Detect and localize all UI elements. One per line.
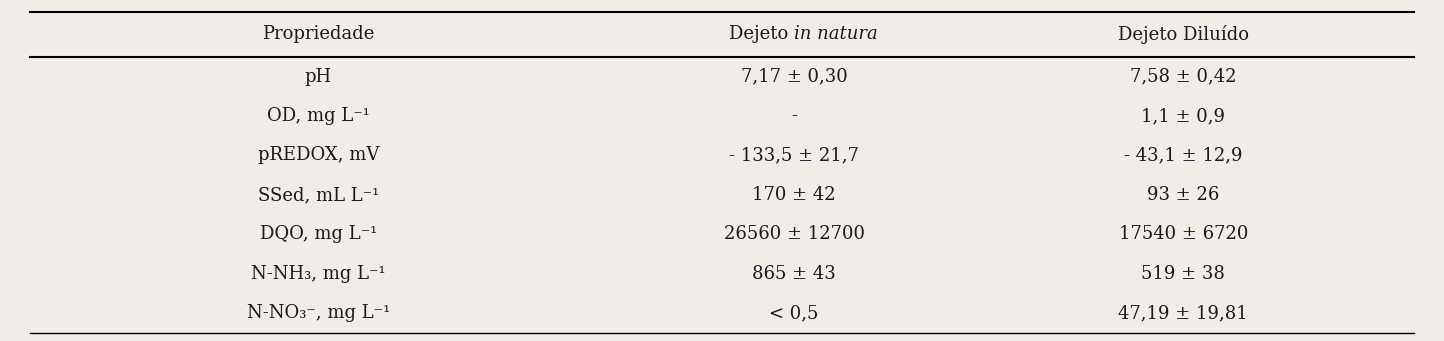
Text: N-NO₃⁻, mg L⁻¹: N-NO₃⁻, mg L⁻¹ [247,304,390,322]
Text: 7,17 ± 0,30: 7,17 ± 0,30 [741,68,848,86]
Text: 170 ± 42: 170 ± 42 [752,186,836,204]
Text: 865 ± 43: 865 ± 43 [752,265,836,283]
Text: SSed, mL L⁻¹: SSed, mL L⁻¹ [258,186,380,204]
Text: 519 ± 38: 519 ± 38 [1141,265,1225,283]
Text: DQO, mg L⁻¹: DQO, mg L⁻¹ [260,225,377,243]
Text: 17540 ± 6720: 17540 ± 6720 [1119,225,1248,243]
Text: in natura: in natura [794,25,878,43]
Text: - 133,5 ± 21,7: - 133,5 ± 21,7 [729,146,859,164]
Text: 1,1 ± 0,9: 1,1 ± 0,9 [1141,107,1225,125]
Text: pREDOX, mV: pREDOX, mV [258,146,380,164]
Text: < 0,5: < 0,5 [770,304,819,322]
Text: -: - [791,107,797,125]
Text: Dejeto Diluído: Dejeto Diluído [1118,25,1249,44]
Text: Dejeto: Dejeto [729,25,794,43]
Text: 7,58 ± 0,42: 7,58 ± 0,42 [1131,68,1236,86]
Text: 26560 ± 12700: 26560 ± 12700 [723,225,865,243]
Text: 93 ± 26: 93 ± 26 [1147,186,1219,204]
Text: OD, mg L⁻¹: OD, mg L⁻¹ [267,107,370,125]
Text: pH: pH [305,68,332,86]
Text: 47,19 ± 19,81: 47,19 ± 19,81 [1118,304,1248,322]
Text: - 43,1 ± 12,9: - 43,1 ± 12,9 [1123,146,1242,164]
Text: N-NH₃, mg L⁻¹: N-NH₃, mg L⁻¹ [251,265,386,283]
Text: Propriedade: Propriedade [263,25,374,43]
